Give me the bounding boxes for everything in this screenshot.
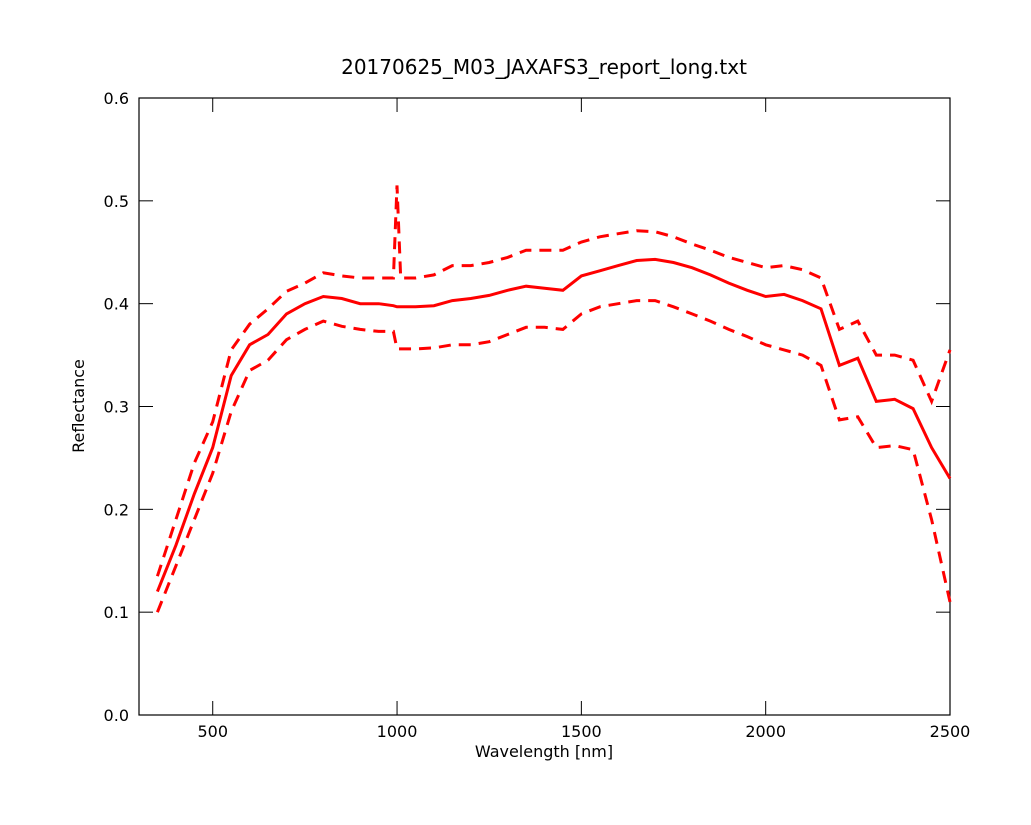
data-line [156,257,952,593]
y-tick-label: 0.4 [104,295,129,314]
y-axis-label: Reflectance [69,359,88,453]
plot-frame [138,97,951,716]
x-tick-label: 1000 [377,722,418,741]
x-tick-label: 1500 [561,722,602,741]
y-tick-label: 0.2 [104,500,129,519]
x-tick-label: 2000 [745,722,786,741]
y-tick-label: 0.6 [104,89,129,108]
y-tick-label: 0.3 [104,398,129,417]
data-line [156,299,952,613]
x-tick-label: 500 [197,722,228,741]
data-line [155,185,952,577]
y-tick-label: 0.5 [104,192,129,211]
chart-title: 20170625_M03_JAXAFS3_report_long.txt [341,55,747,79]
y-tick-label: 0.0 [104,706,129,725]
x-axis-label: Wavelength [nm] [475,742,613,761]
y-tick-label: 0.1 [104,603,129,622]
x-tick-label: 2500 [930,722,971,741]
